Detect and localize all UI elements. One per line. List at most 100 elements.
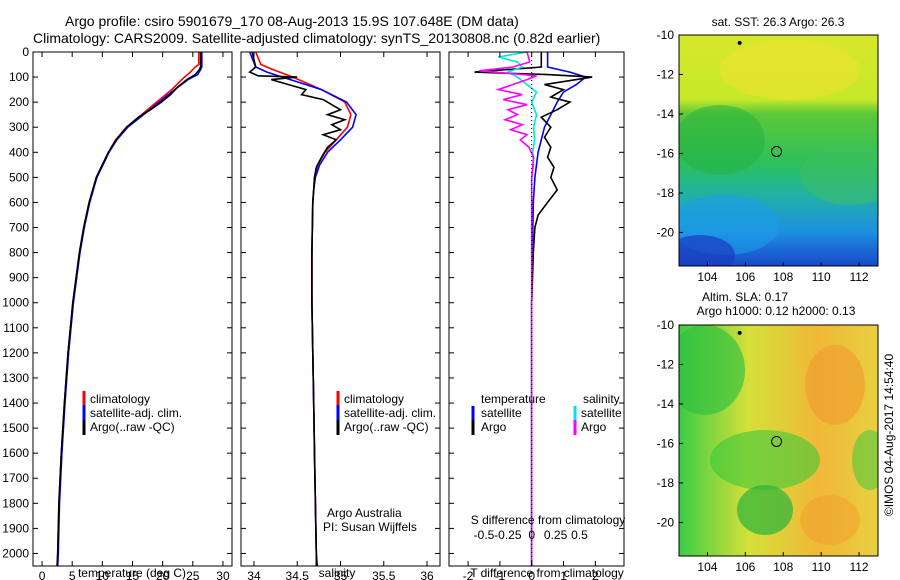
y-tick-label: 1900 bbox=[2, 521, 29, 535]
series-line-climatology bbox=[254, 52, 352, 566]
map-y-tick-label: -18 bbox=[657, 186, 675, 200]
map-x-tick-label: 104 bbox=[697, 560, 717, 574]
temperature-xlabel: temperature (deg C) bbox=[78, 566, 186, 580]
sla-map-frame bbox=[678, 324, 879, 557]
sla-orange-patch bbox=[805, 345, 865, 425]
x-tick-label: 34 bbox=[247, 569, 261, 580]
figure-title-line2: Climatology: CARS2009. Satellite-adjuste… bbox=[33, 30, 600, 46]
y-tick-label: 1400 bbox=[2, 396, 29, 410]
y-tick-label: 1000 bbox=[2, 296, 29, 310]
y-tick-label: 600 bbox=[9, 195, 29, 209]
x-tick-label: 15 bbox=[126, 569, 140, 580]
x-tick-label: 2 bbox=[592, 569, 599, 580]
sst-map-frame bbox=[678, 34, 879, 267]
x-tick-label: 25 bbox=[186, 569, 200, 580]
salinity-legend: climatology satellite-adj. clim. Argo(..… bbox=[336, 391, 436, 435]
sst-green-patch bbox=[679, 105, 765, 175]
y-tick-label: 100 bbox=[9, 70, 29, 84]
y-tick-label: 500 bbox=[9, 170, 29, 184]
y-tick-label: 1700 bbox=[2, 471, 29, 485]
x-tick-label: 5 bbox=[69, 569, 76, 580]
sst-warm-patch bbox=[720, 40, 860, 100]
x-tick-label: 35 bbox=[334, 569, 348, 580]
difference-legend: temperature satellite Argo salinity sate… bbox=[471, 392, 622, 435]
s-tick-label: -0.25 bbox=[494, 528, 522, 542]
map-y-tick-label: -12 bbox=[657, 67, 675, 81]
y-tick-label: 0 bbox=[22, 45, 29, 59]
sla-map-panel: Altim. SLA: 0.17 Argo h1000: 0.12 h2000:… bbox=[657, 290, 879, 574]
y-tick-label: 700 bbox=[9, 221, 29, 235]
pi-label: PI: Susan Wijffels bbox=[323, 520, 417, 534]
legend-label-t-satellite: satellite bbox=[481, 406, 522, 420]
x-tick-label: -1 bbox=[495, 569, 506, 580]
salinity-xlabel: salinity bbox=[319, 566, 356, 580]
series-line-climatology bbox=[56, 52, 200, 566]
salinity-panel: 34 34.5 35 35.5 36 salinity climatology sate… bbox=[240, 51, 441, 580]
legend-header-temperature: temperature bbox=[481, 392, 546, 406]
temperature-panel: 0 5 10 15 20 25 30 0 100 200 300 400 500 600 700 800 90… bbox=[2, 45, 233, 580]
series-line-s-satellite bbox=[498, 52, 538, 566]
map-y-tick-label: -12 bbox=[657, 357, 675, 371]
map-y-tick-label: -14 bbox=[657, 107, 675, 121]
difference-panel: -2 -1 0 1 2 -0.5 -0.25 0 0.25 0.5 T difference fr… bbox=[448, 51, 626, 580]
temperature-legend: climatology satellite-adj. clim. Argo(..… bbox=[82, 391, 182, 435]
sla-green-patch bbox=[852, 430, 878, 490]
legend-label-s-argo: Argo bbox=[581, 420, 607, 434]
map-y-tick-label: -10 bbox=[657, 318, 675, 332]
series-line-argo-raw-qc- bbox=[56, 52, 202, 566]
difference-xlabel-top: S difference from climatology bbox=[471, 513, 626, 527]
legend-label-satellite: satellite-adj. clim. bbox=[344, 406, 436, 420]
sla-green-patch bbox=[710, 430, 820, 490]
x-tick-label: 30 bbox=[216, 569, 230, 580]
series-line-t-satellite bbox=[530, 52, 588, 566]
sla-orange-patch bbox=[800, 495, 860, 545]
legend-label-satellite: satellite-adj. clim. bbox=[90, 406, 182, 420]
sst-cold-patch bbox=[679, 235, 735, 266]
y-tick-label: 1200 bbox=[2, 346, 29, 360]
legend-label-t-argo: Argo bbox=[481, 420, 507, 434]
sla-argo-position-marker bbox=[771, 435, 783, 447]
legend-label-s-satellite: satellite bbox=[581, 406, 622, 420]
map-y-tick-label: -20 bbox=[657, 515, 675, 529]
sst-map-title: sat. SST: 26.3 Argo: 26.3 bbox=[712, 15, 845, 29]
sla-map-subtitle: Argo h1000: 0.12 h2000: 0.13 bbox=[697, 304, 856, 318]
sla-prev-position-marker bbox=[737, 330, 742, 335]
sla-green-patch bbox=[679, 325, 745, 415]
legend-label-climatology: climatology bbox=[344, 392, 404, 406]
y-tick-label: 2000 bbox=[2, 546, 29, 560]
legend-header-salinity: salinity bbox=[583, 392, 620, 406]
y-tick-label: 300 bbox=[9, 120, 29, 134]
legend-label-argo: Argo(..raw -QC) bbox=[90, 420, 175, 434]
y-tick-label: 1500 bbox=[2, 421, 29, 435]
y-tick-label: 1300 bbox=[2, 371, 29, 385]
map-y-tick-label: -16 bbox=[657, 146, 675, 160]
y-tick-label: 1800 bbox=[2, 496, 29, 510]
map-x-tick-label: 108 bbox=[773, 270, 793, 284]
y-tick-label: 1600 bbox=[2, 446, 29, 460]
map-y-tick-label: -16 bbox=[657, 436, 675, 450]
map-y-tick-label: -10 bbox=[657, 28, 675, 42]
difference-xlabel: T difference from climatology bbox=[470, 566, 624, 580]
map-x-tick-label: 106 bbox=[735, 560, 755, 574]
x-tick-label: 10 bbox=[96, 569, 110, 580]
argo-australia-label: Argo Australia bbox=[327, 506, 402, 520]
s-tick-label: 0.5 bbox=[571, 528, 588, 542]
x-tick-label: 1 bbox=[560, 569, 567, 580]
s-tick-label: 0.25 bbox=[544, 528, 568, 542]
y-tick-label: 200 bbox=[9, 95, 29, 109]
map-y-tick-label: -20 bbox=[657, 225, 675, 239]
figure-title-line1: Argo profile: csiro 5901679_170 08-Aug-2… bbox=[65, 13, 519, 29]
x-tick-label: 0 bbox=[528, 569, 535, 580]
temperature-panel-frame bbox=[32, 51, 233, 567]
map-x-tick-label: 110 bbox=[812, 270, 831, 284]
series-line-s-argo bbox=[479, 52, 537, 566]
map-x-tick-label: 112 bbox=[849, 270, 868, 284]
x-tick-label: 20 bbox=[156, 569, 170, 580]
sst-argo-position-marker bbox=[771, 145, 783, 157]
series-line-argo-raw-qc- bbox=[248, 52, 348, 566]
y-tick-label: 900 bbox=[9, 271, 29, 285]
x-tick-label: 34.5 bbox=[286, 569, 310, 580]
y-tick-label: 1100 bbox=[3, 321, 29, 335]
legend-label-climatology: climatology bbox=[90, 392, 150, 406]
